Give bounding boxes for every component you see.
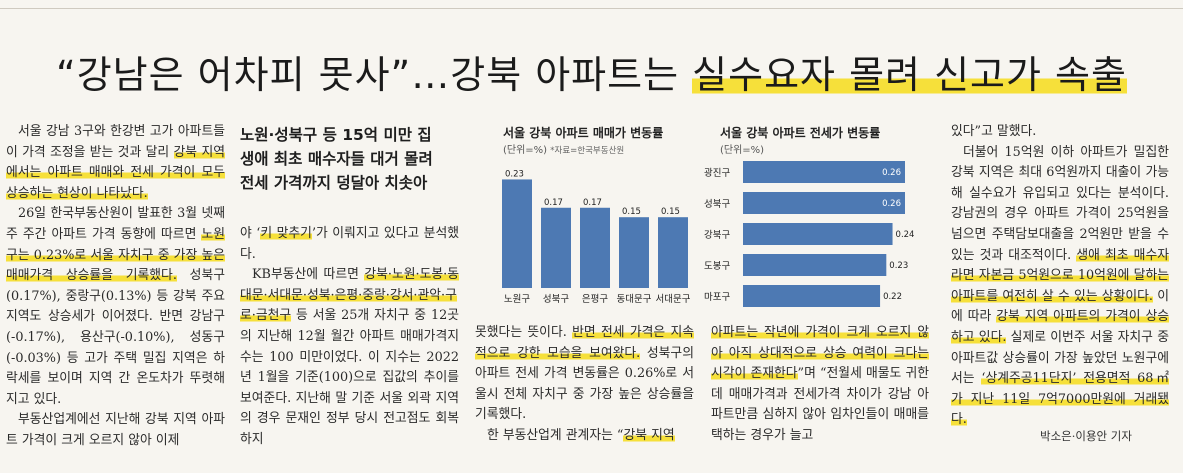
text-run: 이에 따라 (951, 288, 1169, 325)
headline-part1: “강남은 어차피 못사”…강북 아파트는 (56, 53, 693, 97)
data-label: 0.22 (883, 292, 902, 302)
bar (743, 223, 893, 245)
byline: 박소은·이용안 기자 (1040, 429, 1132, 443)
bar (580, 207, 610, 288)
bar (541, 207, 571, 288)
subheadline: 노원·성북구 등 15억 미만 집 생애 최초 매수자들 대거 몰려 전세 가격… (240, 123, 472, 195)
source-label: *자료=한국부동산원 (550, 146, 625, 156)
category-label: 마포구 (704, 292, 730, 303)
headline-part2: 실수요자 몰려 신고가 속출 (692, 53, 1127, 97)
paragraph: 부동산업계에선 지난해 강북 지역 아파트 가격이 크게 오르지 않아 이제 (6, 412, 225, 448)
paragraph: KB부동산에 따르면 강북·노원·도봉·동대문·서대문·성북·은평·중랑·강서·… (240, 265, 459, 450)
text-run: 성북구(0.17%), 중랑구(0.13%) 등 강북 주요 지역도 상승세가 … (6, 268, 226, 407)
text-run: 실제로 이번주 서울 자치구 중 아파트값 상승률이 가장 높았던 노원구에서는 (951, 329, 1169, 387)
text-run: ’가 이뤄지고 있다고 분석했다. (240, 226, 459, 262)
article-headline: “강남은 어차피 못사”…강북 아파트는 실수요자 몰려 신고가 속출 (0, 44, 1183, 99)
chart-unit: (단위=%) *자료=한국부동산원 (503, 141, 663, 156)
data-label: 0.15 (661, 207, 680, 217)
chart-title: 서울 강북 아파트 매매가 변동률 (503, 126, 664, 140)
paragraph: 26일 한국부동산원이 발표한 3월 넷째주 주간 아파트 가격 동향에 따르면… (6, 204, 225, 410)
paragraph: 있다”고 말했다. (951, 124, 1037, 139)
bar (502, 179, 532, 288)
category-label: 강북구 (704, 230, 730, 241)
bar (619, 217, 649, 288)
text-run: KB부동산에 따르면 (252, 267, 365, 283)
chart-unit: (단위=%) (720, 145, 765, 156)
paragraph: 못했다는 뜻이다. 반면 전세 가격은 지속적으로 강한 모습을 보여왔다. 성… (475, 323, 694, 426)
chart-sale-price: 서울 강북 아파트 매매가 변동률 (단위=%) *자료=한국부동산원 (503, 124, 663, 156)
article-column-3: 못했다는 뜻이다. 반면 전세 가격은 지속적으로 강한 모습을 보여왔다. 성… (475, 323, 694, 447)
unit-label: (단위=%) (503, 145, 548, 156)
paragraph: 한 부동산업계 관계자는 “강북 지역 (475, 426, 694, 447)
article-column-1: 서울 강남 3구와 한강변 고가 아파트들이 가격 조정을 받는 것과 달리 강… (6, 122, 225, 452)
text-run: 26일 한국부동산원이 발표한 3월 넷째주 주간 아파트 가격 동향에 따르면 (6, 206, 225, 242)
data-label: 0.23 (889, 261, 908, 271)
paragraph: 아파트는 작년에 가격이 크게 오르지 않아 아직 상대적으로 상승 여력이 크… (711, 323, 929, 447)
text-run: 성북구의 아파트 전세 가격 변동률은 0.26%로 서울시 전체 자치구 중 … (475, 345, 694, 423)
category-label: 동대문구 (617, 294, 652, 305)
category-label: 성북구 (543, 294, 569, 305)
chart-title: 서울 강북 아파트 전세가 변동률 (720, 126, 881, 140)
subheadline-line: 전세 가격까지 덩달아 치솟아 (240, 174, 428, 192)
highlighted-text: 강북 지역 (623, 427, 675, 443)
text-run: 서울 강남 3구와 한강변 고가 아파트들이 가격 조정을 받는 것과 달리 (6, 124, 225, 160)
sale-price-bar-chart: 0.23 노원구 0.17 성북구 0.17 은평구 0.15 동대문구 0.15 서대문구 (502, 169, 691, 305)
category-label: 서대문구 (656, 294, 691, 305)
category-label: 성북구 (704, 199, 730, 210)
category-label: 도봉구 (704, 261, 730, 272)
bar (743, 254, 887, 276)
data-label: 0.23 (505, 169, 524, 179)
subheadline-line: 생애 최초 매수자들 대거 몰려 (240, 150, 433, 168)
paragraph: 서울 강남 3구와 한강변 고가 아파트들이 가격 조정을 받는 것과 달리 강… (6, 122, 225, 204)
jeonse-price-bar-chart: 광진구 0.26 성북구 0.26 강북구 0.24 도봉구 0.23 마포구 0.22 (704, 161, 915, 307)
category-label: 노원구 (504, 294, 530, 305)
article-column-5: 있다”고 말했다. 더불어 15억원 이하 아파트가 밀집한 강북 지역은 최대… (951, 122, 1169, 431)
text-run: 등 서울 25개 자치구 중 12곳의 지난해 12월 월간 아파트 매매가격지… (240, 308, 459, 447)
highlighted-text: 키 맞추기 (260, 226, 312, 241)
text-run: 야 ‘ (240, 226, 261, 241)
paragraph: 더불어 15억원 이하 아파트가 밀집한 강북 지역은 최대 6억원까지 대출이… (951, 143, 1169, 431)
text-run: 더불어 15억원 이하 아파트가 밀집한 강북 지역은 최대 6억원까지 대출이… (951, 144, 1169, 263)
text-run: 못했다는 뜻이다. (475, 325, 573, 340)
category-label: 은평구 (582, 294, 608, 305)
data-label: 0.24 (896, 230, 915, 240)
data-label: 0.17 (544, 198, 563, 208)
text-run: 한 부동산업계 관계자는 “ (487, 427, 624, 443)
bar (743, 285, 881, 307)
article-column-2: 야 ‘키 맞추기’가 이뤄지고 있다고 분석했다. KB부동산에 따르면 강북·… (240, 224, 459, 451)
data-label: 0.17 (583, 198, 602, 208)
top-rule (0, 8, 1183, 9)
text-run: ”며 “전월세 매물도 귀한데 매매가격과 전세가격 차이가 강남 아파트만큼 … (711, 366, 929, 443)
chart-jeonse-price: 서울 강북 아파트 전세가 변동률 (단위=%) (720, 124, 880, 156)
highlighted-text: ‘상계주공11단지’ 전용면적 68㎡가 지난 11일 7억7000만원에 거래… (951, 371, 1169, 428)
data-label: 0.26 (882, 168, 901, 178)
bar (658, 217, 688, 288)
category-label: 광진구 (704, 167, 730, 179)
bar (743, 161, 905, 183)
paragraph: 야 ‘키 맞추기’가 이뤄지고 있다고 분석했다. (240, 224, 459, 265)
subheadline-line: 노원·성북구 등 15억 미만 집 (240, 126, 432, 144)
bar (743, 192, 905, 214)
article-column-4: 아파트는 작년에 가격이 크게 오르지 않아 아직 상대적으로 상승 여력이 크… (711, 323, 929, 447)
data-label: 0.15 (622, 207, 641, 217)
data-label: 0.26 (882, 199, 901, 209)
